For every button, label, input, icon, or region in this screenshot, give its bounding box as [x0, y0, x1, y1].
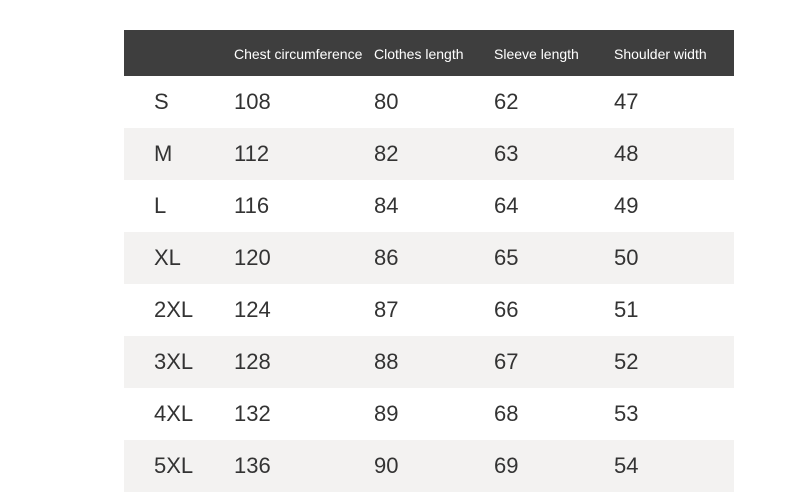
- cell-clothes-length: 90: [374, 453, 494, 479]
- cell-clothes-length: 89: [374, 401, 494, 427]
- size-table: Chest circumference Clothes length Sleev…: [124, 30, 734, 492]
- cell-sleeve-length: 63: [494, 141, 614, 167]
- cell-sleeve-length: 66: [494, 297, 614, 323]
- cell-size: 4XL: [124, 401, 234, 427]
- cell-chest: 136: [234, 453, 374, 479]
- cell-clothes-length: 80: [374, 89, 494, 115]
- cell-sleeve-length: 62: [494, 89, 614, 115]
- cell-clothes-length: 86: [374, 245, 494, 271]
- table-row: L 116 84 64 49: [124, 180, 734, 232]
- header-shoulder-width: Shoulder width: [614, 44, 734, 63]
- cell-size: S: [124, 89, 234, 115]
- cell-size: XL: [124, 245, 234, 271]
- table-header-row: Chest circumference Clothes length Sleev…: [124, 30, 734, 76]
- cell-chest: 108: [234, 89, 374, 115]
- cell-sleeve-length: 67: [494, 349, 614, 375]
- header-size: [124, 52, 234, 54]
- cell-chest: 112: [234, 141, 374, 167]
- cell-chest: 128: [234, 349, 374, 375]
- table-row: 5XL 136 90 69 54: [124, 440, 734, 492]
- cell-chest: 116: [234, 193, 374, 219]
- cell-size: 5XL: [124, 453, 234, 479]
- header-clothes-length: Clothes length: [374, 44, 494, 63]
- header-sleeve-length: Sleeve length: [494, 44, 614, 63]
- cell-chest: 124: [234, 297, 374, 323]
- table-row: 3XL 128 88 67 52: [124, 336, 734, 388]
- cell-chest: 132: [234, 401, 374, 427]
- table-row: XL 120 86 65 50: [124, 232, 734, 284]
- cell-size: L: [124, 193, 234, 219]
- cell-clothes-length: 87: [374, 297, 494, 323]
- cell-clothes-length: 82: [374, 141, 494, 167]
- cell-shoulder-width: 49: [614, 193, 734, 219]
- table-row: S 108 80 62 47: [124, 76, 734, 128]
- table-row: M 112 82 63 48: [124, 128, 734, 180]
- cell-clothes-length: 84: [374, 193, 494, 219]
- cell-size: 3XL: [124, 349, 234, 375]
- table-row: 4XL 132 89 68 53: [124, 388, 734, 440]
- cell-sleeve-length: 68: [494, 401, 614, 427]
- cell-size: 2XL: [124, 297, 234, 323]
- cell-sleeve-length: 69: [494, 453, 614, 479]
- table-row: 2XL 124 87 66 51: [124, 284, 734, 336]
- cell-shoulder-width: 51: [614, 297, 734, 323]
- cell-shoulder-width: 53: [614, 401, 734, 427]
- cell-shoulder-width: 48: [614, 141, 734, 167]
- cell-shoulder-width: 50: [614, 245, 734, 271]
- cell-clothes-length: 88: [374, 349, 494, 375]
- cell-sleeve-length: 65: [494, 245, 614, 271]
- cell-chest: 120: [234, 245, 374, 271]
- header-chest: Chest circumference: [234, 44, 374, 63]
- cell-shoulder-width: 54: [614, 453, 734, 479]
- cell-shoulder-width: 47: [614, 89, 734, 115]
- cell-sleeve-length: 64: [494, 193, 614, 219]
- cell-shoulder-width: 52: [614, 349, 734, 375]
- cell-size: M: [124, 141, 234, 167]
